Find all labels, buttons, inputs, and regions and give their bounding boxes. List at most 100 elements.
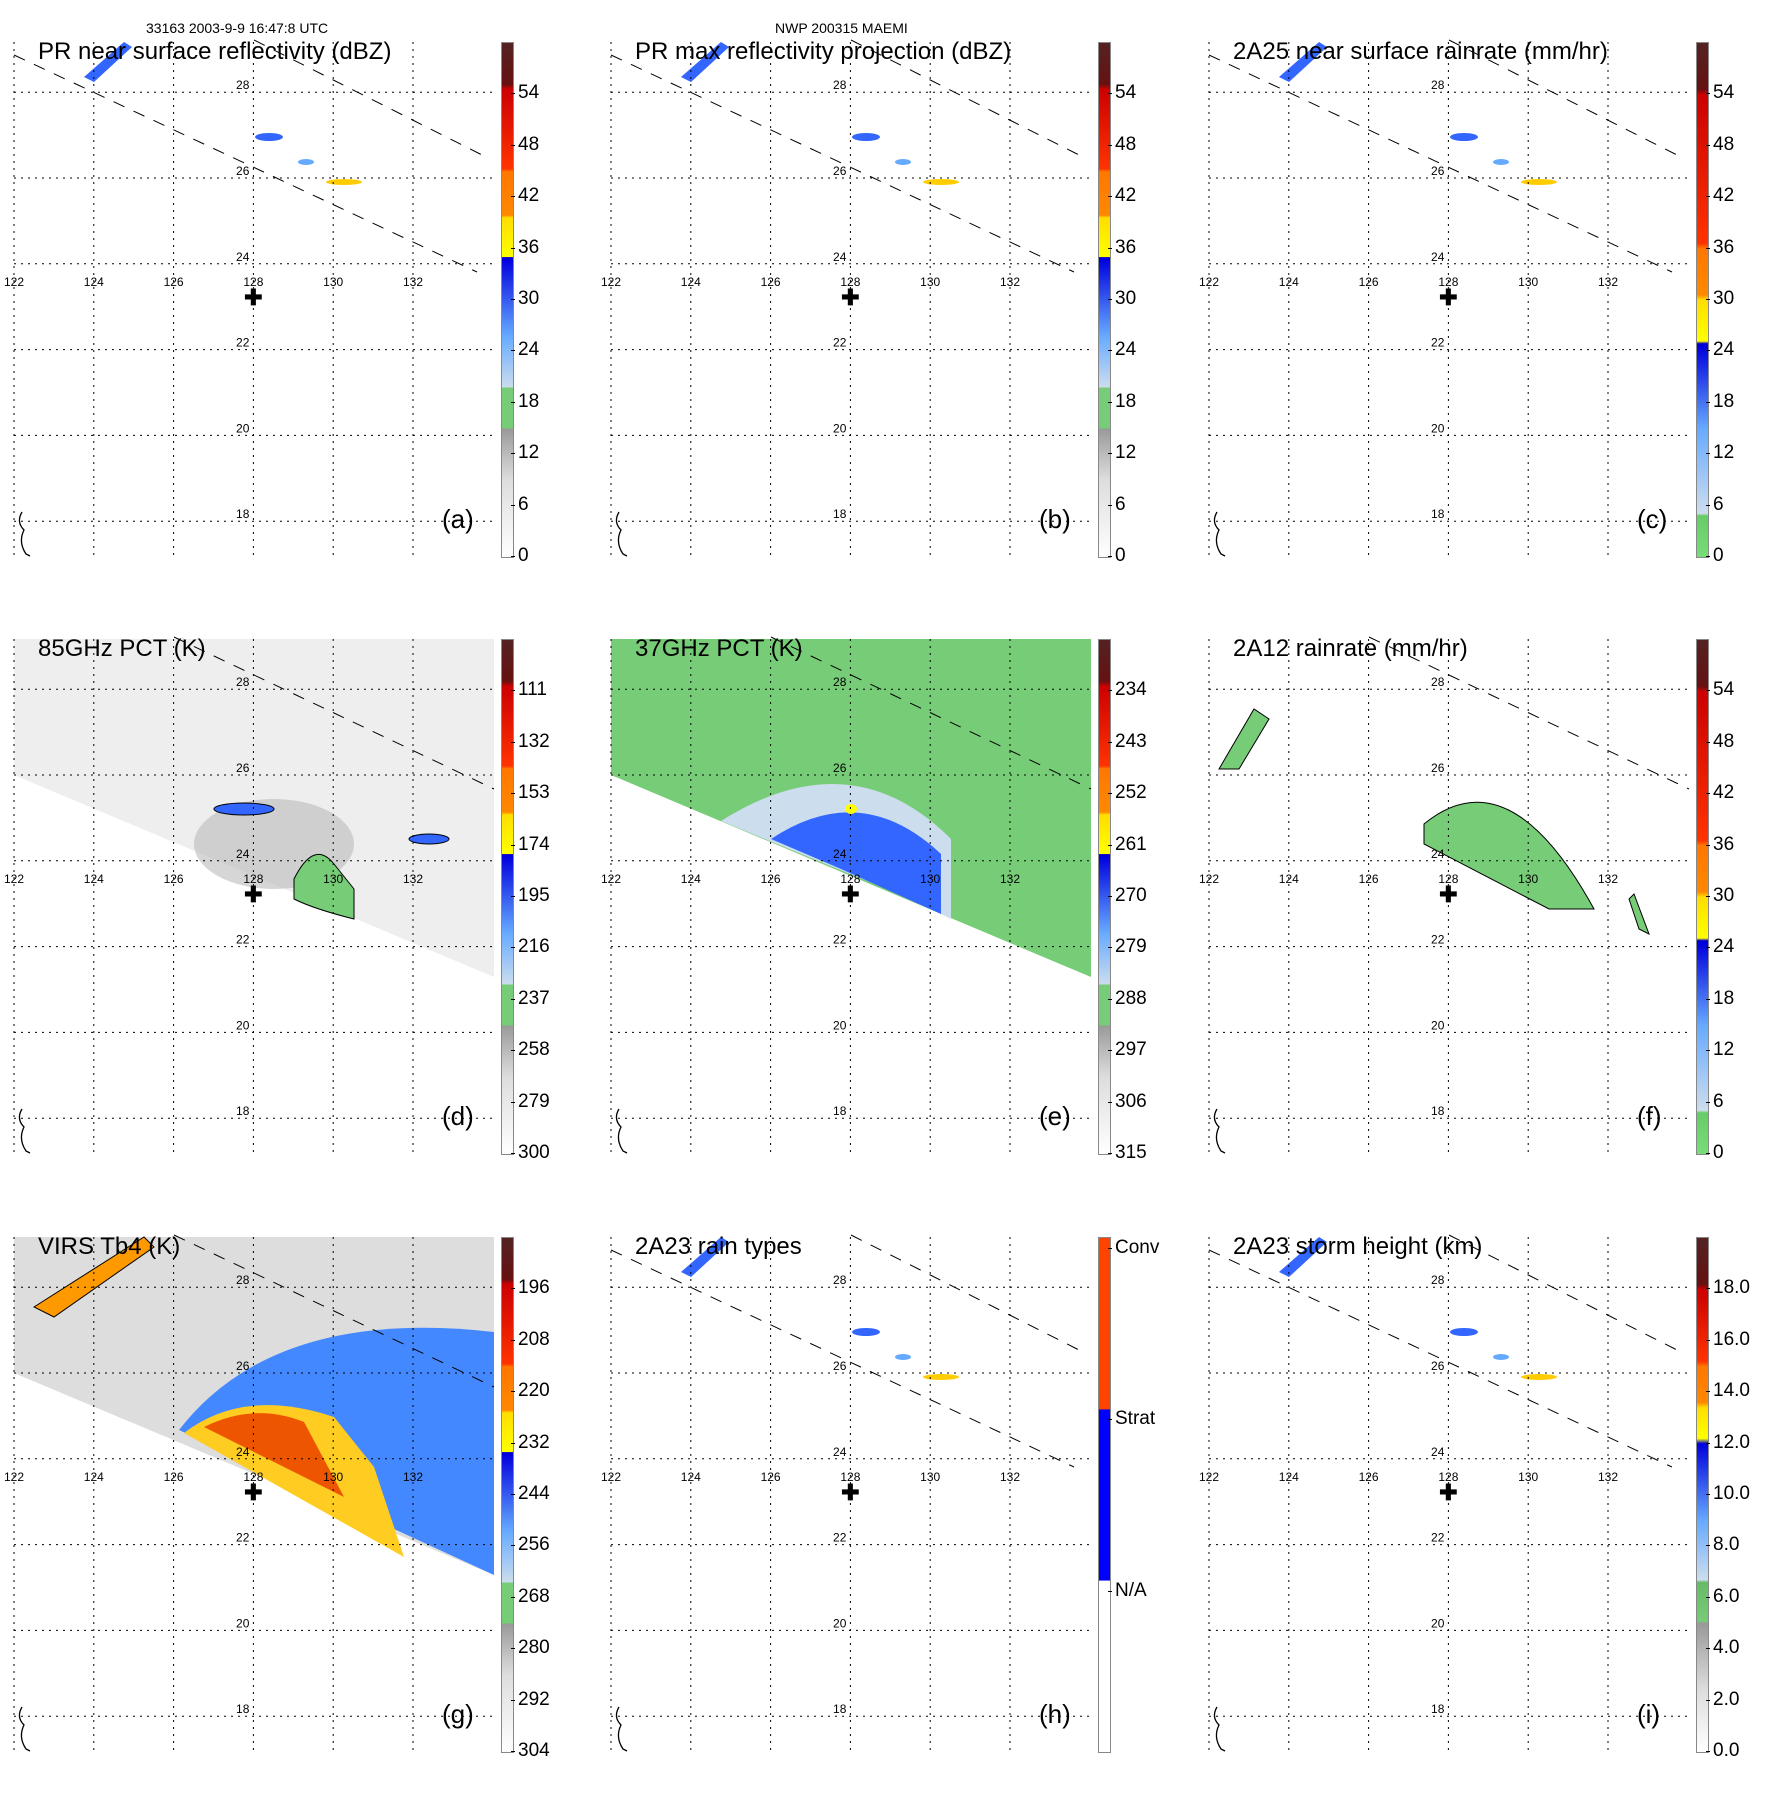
colorbar (501, 1237, 514, 1753)
storm-center-cross-icon: ✚ (841, 882, 860, 907)
lat-label: 26 (833, 1359, 847, 1373)
rain-echo (84, 42, 132, 82)
colorbar-tick-label: Conv (1107, 1237, 1160, 1258)
lon-label: 128 (840, 275, 860, 289)
panel-title: 2A12 rainrate (mm/hr) (1233, 635, 1468, 662)
lat-label: 28 (236, 675, 250, 689)
lon-label: 126 (1359, 872, 1379, 886)
lon-label: 126 (761, 275, 781, 289)
rain-echo (1521, 1374, 1557, 1380)
panel-c: 122 124 126 128 130 132 28 26 24 22 20 18 ✚ 2A25 near… (1199, 38, 1771, 602)
colorbar-tick-label: 30 (510, 288, 540, 309)
colorbar-tick-label: 4.0 (1705, 1637, 1740, 1659)
coastline (1213, 1706, 1226, 1752)
colorbar-tick-label: 2.0 (1705, 1688, 1740, 1710)
lon-label: 128 (1438, 872, 1458, 886)
lat-label: 20 (833, 421, 847, 435)
colorbar-tick-label: 292 (511, 1688, 550, 1710)
colorbar-tick-label: 6 (1706, 493, 1724, 515)
colorbar-tick-label: 12 (1705, 1039, 1735, 1061)
colorbar-tick-label: 48 (1107, 133, 1137, 155)
colorbar-tick-label: 18 (1705, 390, 1735, 412)
colorbar-tick-label: 111 (511, 679, 547, 701)
panel-title: 37GHz PCT (K) (635, 635, 803, 662)
lon-label: 126 (164, 872, 184, 886)
colorbar-tick-label: 18 (1107, 390, 1137, 412)
lat-label: 18 (1431, 507, 1445, 521)
colorbar-tick-label: 153 (511, 782, 550, 804)
colorbar-tick-label: 0 (1706, 1142, 1724, 1163)
colorbar-tick-label: 24 (510, 339, 540, 361)
colorbar-tick-label: 244 (511, 1483, 550, 1504)
lat-label: 24 (236, 847, 250, 861)
swath-edge (13, 54, 478, 273)
lon-label: 124 (84, 872, 104, 886)
colorbar-tick-label: 306 (1108, 1090, 1147, 1112)
panel-title: 2A25 near surface rainrate (mm/hr) (1233, 38, 1608, 65)
storm-center-cross-icon: ✚ (1439, 285, 1458, 310)
lat-label: 20 (236, 1018, 250, 1032)
colorbar-tick-label: 252 (1108, 782, 1147, 804)
lon-label: 126 (164, 275, 184, 289)
lat-label: 28 (236, 1273, 250, 1287)
lat-label: 22 (833, 336, 847, 350)
panel-title: 85GHz PCT (K) (38, 635, 206, 662)
lon-label: 130 (323, 1470, 343, 1484)
lon-label: 132 (1000, 1470, 1020, 1484)
lon-label: 126 (164, 1470, 184, 1484)
lat-label: 26 (236, 761, 250, 775)
colorbar-tick-label: 12 (1705, 442, 1735, 464)
colorbar-tick-label: 18 (1705, 987, 1735, 1009)
coastline (18, 511, 31, 557)
colorbar-tick-label: 270 (1108, 885, 1147, 906)
storm-center-cross-icon: ✚ (1439, 882, 1458, 907)
panel-label: (h) (1039, 1699, 1071, 1729)
lon-label: 124 (681, 275, 701, 289)
lat-label: 28 (1431, 78, 1445, 92)
colorbar-tick-label: 48 (1705, 730, 1735, 752)
rain-band (1628, 893, 1650, 936)
lon-label: 124 (1279, 1470, 1299, 1484)
coastline (1213, 511, 1226, 557)
colorbar-tick-label: 48 (1705, 133, 1735, 155)
panel-b: 122 124 126 128 130 132 28 26 24 22 20 18 ✚ PR max re… (601, 38, 1211, 602)
rain-echo (1279, 1237, 1327, 1277)
rain-echo (1279, 42, 1327, 82)
rain-region (1423, 801, 1595, 910)
panel-label: (a) (442, 504, 474, 534)
map: 122 124 126 128 130 132 28 26 24 22 20 18 (1199, 1234, 1689, 1752)
colorbar (501, 42, 514, 558)
colorbar-tick-label: 256 (511, 1534, 550, 1556)
core-marker (845, 804, 857, 814)
swath-edge (610, 54, 1075, 273)
rain-echo (681, 1237, 729, 1277)
lon-label: 130 (1518, 1470, 1538, 1484)
lat-label: 22 (236, 336, 250, 350)
map: 122 124 126 128 130 132 28 26 24 22 20 18 (601, 1234, 1091, 1752)
panel-label: (b) (1039, 504, 1071, 534)
colorbar-tick-label: 234 (1108, 679, 1147, 701)
map: 122 124 126 128 130 132 28 26 24 22 20 18 (1199, 39, 1689, 557)
rain-echo (1450, 1328, 1478, 1336)
colorbar-tick-label: 42 (1705, 185, 1735, 207)
swath-edge (173, 1234, 495, 1388)
rain-echo (1521, 179, 1557, 185)
colorbar-tick-label: 288 (1108, 987, 1147, 1009)
lat-label: 24 (1431, 1445, 1445, 1459)
colorbar-tick-label: 8.0 (1705, 1534, 1740, 1556)
lon-label: 132 (1598, 872, 1618, 886)
colorbar-tick-label: Strat (1107, 1408, 1156, 1430)
colorbar (1696, 639, 1709, 1155)
lon-label: 132 (403, 872, 423, 886)
lon-label: 122 (1199, 872, 1219, 886)
swath-edge (173, 636, 495, 790)
colorbar (501, 639, 514, 1155)
lat-label: 28 (833, 1273, 847, 1287)
colorbar-tick-label: 237 (511, 987, 550, 1009)
rain-echo (681, 42, 729, 82)
colorbar-tick-label: 196 (511, 1277, 550, 1299)
lon-label: 122 (1199, 275, 1219, 289)
lon-label: 126 (761, 872, 781, 886)
coastline (1213, 1108, 1226, 1154)
colorbar-tick-label: 6 (1706, 1090, 1724, 1112)
